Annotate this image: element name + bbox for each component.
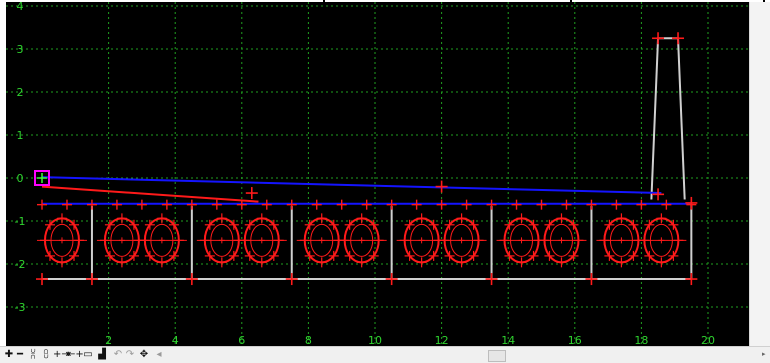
snap-up-icon[interactable]: ⩈ (30, 349, 36, 360)
snap-down-icon[interactable]: ⩉ (43, 349, 49, 360)
horizontal-scroll-thumb[interactable] (488, 350, 506, 362)
y-tick-label: 4 (17, 2, 24, 13)
bottom-toolbar: ✚ ━ ⩈ ⩉ +⇥ ⇤+ ▭ ▟ ↶ ↷ ✥ ◂ ▸ (0, 346, 770, 363)
x-tick-label: 18 (634, 334, 648, 346)
plot-area[interactable]: 4 3 2 1 0 -1 -2 -3 2 4 6 8 10 12 14 16 18 20 (6, 0, 749, 347)
blue-grade-line (41, 176, 662, 195)
window-icon[interactable]: ▭ (83, 349, 93, 360)
top-border (0, 0, 770, 2)
y-tick-label: 3 (17, 43, 24, 56)
y-tick-label: 1 (17, 129, 24, 142)
vertical-scrollbar[interactable] (749, 2, 770, 346)
redo-icon[interactable]: ↷ (125, 349, 135, 360)
remove-point-icon[interactable]: ━ (16, 349, 24, 360)
x-tick-label: 4 (172, 334, 179, 346)
y-tick-label: -3 (15, 301, 26, 314)
selected-point-box (34, 170, 50, 186)
stack-outline (650, 37, 686, 200)
x-tick-label: 8 (305, 334, 312, 346)
x-tick-label: 16 (568, 334, 582, 346)
scroll-right-icon[interactable]: ▸ (762, 350, 766, 358)
y-tick-label: 2 (17, 86, 24, 99)
x-tick-label: 20 (701, 334, 715, 346)
x-tick-label: 6 (238, 334, 245, 346)
y-tick-label: 0 (17, 172, 24, 185)
insert-before-icon[interactable]: ⇤+ (67, 349, 84, 360)
insert-after-icon[interactable]: +⇥ (53, 349, 70, 360)
profile-icon[interactable]: ▟ (98, 349, 106, 360)
y-tick-label: -2 (15, 258, 26, 271)
add-point-icon[interactable]: ✚ (4, 349, 14, 360)
x-tick-label: 2 (105, 334, 112, 346)
red-grade-line (41, 185, 259, 203)
x-tick-label: 14 (501, 334, 515, 346)
x-tick-label: 12 (435, 334, 449, 346)
x-tick-label: 10 (368, 334, 382, 346)
scroll-left-icon[interactable]: ◂ (156, 349, 162, 360)
y-tick-label: -1 (15, 215, 26, 228)
undo-icon[interactable]: ↶ (113, 349, 123, 360)
pan-icon[interactable]: ✥ (139, 349, 149, 360)
